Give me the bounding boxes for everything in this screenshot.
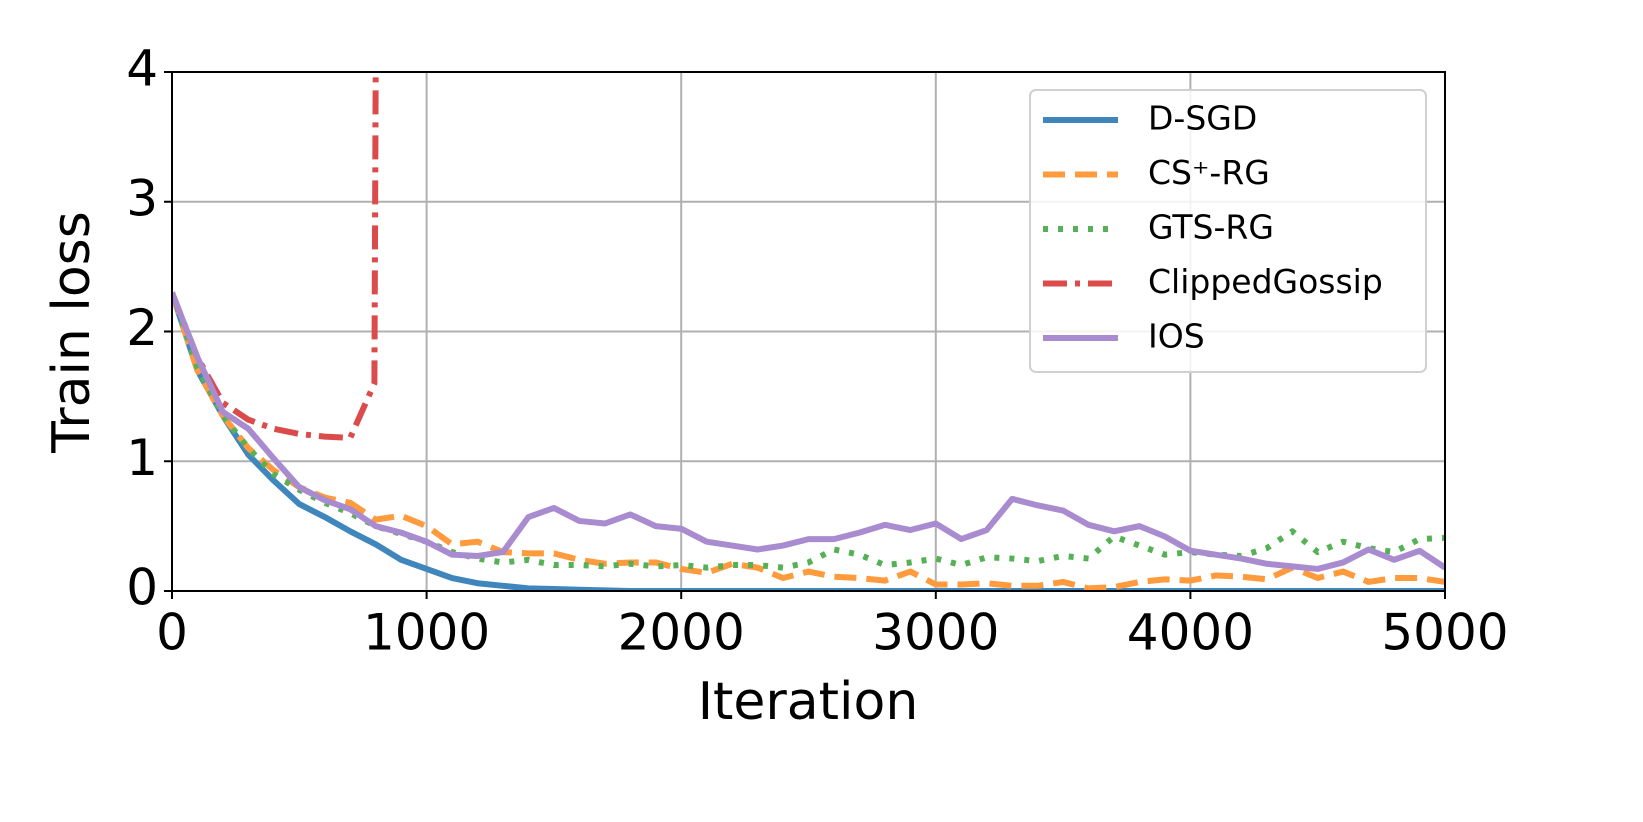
legend-label: GTS-RG	[1148, 208, 1274, 247]
y-tick-label: 4	[126, 40, 158, 98]
x-tick-label: 4000	[1127, 604, 1254, 662]
x-tick-label: 5000	[1381, 604, 1508, 662]
legend-label: D-SGD	[1148, 99, 1257, 138]
series-line	[172, 291, 1445, 591]
series-line	[172, 291, 1445, 572]
x-tick-label: 0	[156, 604, 188, 662]
plot-frame	[171, 71, 1446, 592]
plot-area	[172, 72, 1445, 591]
legend-label: CS⁺-RG	[1148, 153, 1270, 192]
x-tick-label: 3000	[872, 604, 999, 662]
y-tick-label: 2	[126, 299, 158, 357]
y-tick-label: 0	[126, 559, 158, 617]
x-tick-label: 2000	[618, 604, 745, 662]
legend-box	[1029, 89, 1427, 373]
y-tick-label: 1	[126, 429, 158, 487]
x-axis-label: Iteration	[698, 672, 919, 732]
legend-label: IOS	[1148, 317, 1205, 356]
legend-label: ClippedGossip	[1148, 262, 1383, 301]
y-axis-label: Train loss	[42, 211, 102, 454]
x-tick-label: 1000	[363, 604, 490, 662]
series-line	[172, 291, 1445, 591]
y-tick-label: 3	[126, 169, 158, 227]
